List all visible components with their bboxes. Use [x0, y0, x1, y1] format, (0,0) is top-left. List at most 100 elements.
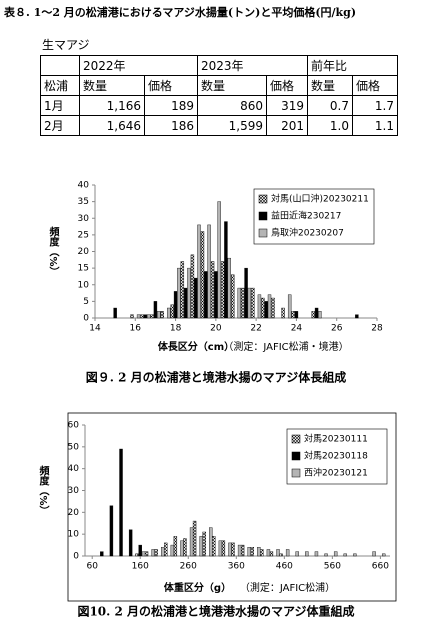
- bar: [138, 544, 142, 557]
- x-axis-label: 体重区分（g）: [164, 581, 231, 594]
- bar: [200, 231, 205, 319]
- bar: [173, 536, 178, 557]
- legend-swatch: [291, 434, 301, 444]
- bar: [227, 257, 231, 319]
- bar: [276, 549, 280, 557]
- bar: [119, 448, 123, 557]
- bar: [237, 544, 242, 557]
- bar: [109, 505, 114, 557]
- legend-swatch: [258, 211, 268, 221]
- bar: [324, 553, 328, 557]
- bar: [209, 527, 213, 557]
- y-tick-label: 40: [78, 181, 90, 191]
- bar: [130, 314, 134, 319]
- legend-swatch: [291, 451, 301, 461]
- bar: [143, 314, 148, 319]
- bar: [173, 291, 178, 319]
- bar: [128, 529, 133, 557]
- column-header: 数量: [307, 75, 353, 96]
- bar: [269, 551, 274, 557]
- bar: [261, 297, 265, 319]
- legend-label: 対馬20230118: [304, 450, 368, 462]
- bar: [157, 311, 161, 319]
- bar: [207, 224, 211, 319]
- bar: [220, 261, 225, 319]
- x-tick-label: 560: [324, 562, 341, 572]
- figure-caption: 図10. 2 月の松浦港と境港港水揚のマアジ体重組成: [77, 604, 354, 619]
- group-header: 2022年: [79, 55, 198, 76]
- bar: [305, 551, 309, 557]
- column-header: 数量: [197, 75, 267, 96]
- legend-label: 西沖20230121: [304, 467, 368, 479]
- bar: [381, 553, 386, 557]
- bar: [353, 553, 357, 557]
- x-tick-label: 20: [210, 324, 222, 334]
- bar: [251, 287, 255, 319]
- bar: [295, 551, 299, 557]
- bar: [113, 307, 117, 319]
- bar: [170, 544, 175, 557]
- bar: [294, 311, 299, 319]
- bar: [240, 544, 245, 557]
- y-tick-label: 15: [78, 264, 89, 274]
- note: （測定：JAFIC松浦）: [240, 581, 335, 594]
- y-tick-label: 35: [78, 197, 89, 207]
- y-tick-label: 50: [68, 442, 80, 452]
- bar: [247, 287, 252, 319]
- bar: [144, 551, 149, 557]
- bar: [257, 547, 261, 557]
- bar: [190, 254, 195, 319]
- y-tick-label: 10: [68, 530, 80, 540]
- y-tick-label: 20: [68, 508, 80, 518]
- x-tick-label: 14: [89, 324, 101, 334]
- x-tick-label: 60: [86, 562, 98, 572]
- bar: [170, 304, 174, 319]
- x-tick-label: 28: [371, 324, 383, 334]
- legend-label: 対馬(山口沖)20230211: [271, 193, 369, 205]
- bar: [237, 287, 242, 319]
- bar: [221, 540, 226, 557]
- bar: [192, 520, 197, 557]
- y-axis-label: 頻度（%）: [37, 464, 50, 515]
- bar: [187, 267, 191, 319]
- table: 2022年 2023年 前年比 松浦 数量 価格 数量 価格 数量 価格 1月 1…: [40, 55, 398, 136]
- legend-label: 益田近海230217: [271, 210, 341, 222]
- bar: [214, 271, 218, 319]
- legend-box: [286, 428, 388, 485]
- legend-box: [253, 188, 375, 245]
- legend-swatch: [291, 468, 301, 478]
- x-tick-label: 160: [132, 562, 149, 572]
- x-tick-label: 26: [331, 324, 343, 334]
- y-tick-label: 20: [78, 247, 90, 257]
- bar: [355, 314, 359, 319]
- bar: [183, 287, 188, 319]
- bar: [244, 267, 248, 319]
- y-tick-label: 25: [78, 230, 89, 240]
- bar: [230, 274, 235, 319]
- bar: [257, 294, 262, 319]
- bar: [250, 547, 254, 557]
- bar: [333, 551, 338, 557]
- legend-swatch: [258, 194, 268, 204]
- bar: [247, 547, 251, 557]
- bar: [291, 311, 295, 319]
- figure-caption: 図９. 2 月の松浦港と境港水揚のマアジ体長組成: [86, 370, 346, 385]
- cell: 860: [197, 95, 267, 116]
- bar: [180, 261, 185, 319]
- x-tick-label: 16: [130, 324, 142, 334]
- bar: [210, 261, 215, 319]
- x-tick-label: 22: [250, 324, 261, 334]
- y-tick-label: 40: [68, 464, 80, 474]
- bar: [140, 314, 144, 319]
- y-tick-label: 30: [68, 486, 80, 496]
- x-axis-label: 体長区分（cm）: [158, 340, 234, 353]
- cell: 2月: [40, 115, 80, 136]
- y-tick-label: 0: [73, 552, 79, 562]
- bar: [151, 549, 155, 557]
- x-tick-label: 660: [372, 562, 389, 572]
- bar: [314, 551, 319, 557]
- bar: [204, 271, 208, 319]
- bar: [279, 553, 283, 557]
